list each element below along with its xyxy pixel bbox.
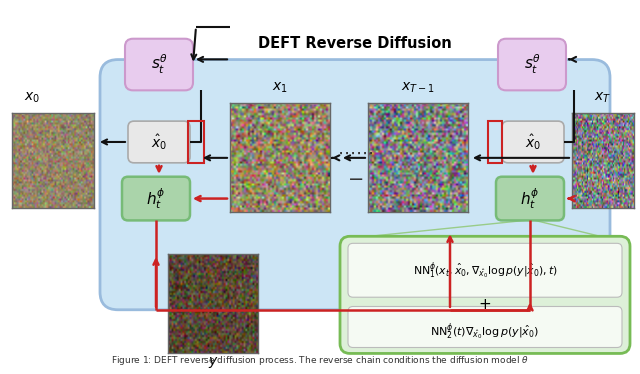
FancyBboxPatch shape: [348, 306, 622, 347]
Text: $\hat{x}_0$: $\hat{x}_0$: [151, 132, 167, 152]
FancyBboxPatch shape: [348, 243, 622, 297]
FancyBboxPatch shape: [496, 177, 564, 220]
FancyBboxPatch shape: [340, 236, 630, 353]
Text: $x_T$: $x_T$: [595, 91, 612, 105]
Text: $x_1$: $x_1$: [272, 81, 288, 95]
Text: DEFT Reverse Diffusion: DEFT Reverse Diffusion: [258, 36, 452, 51]
FancyBboxPatch shape: [502, 121, 564, 163]
Text: $+$: $+$: [479, 297, 492, 312]
FancyBboxPatch shape: [125, 39, 193, 91]
Text: $y$: $y$: [207, 355, 218, 370]
Text: $\mathrm{NN}_2^{\phi}(t)\nabla_{\hat{x}_0} \log p(y|\hat{x}_0)$: $\mathrm{NN}_2^{\phi}(t)\nabla_{\hat{x}_…: [430, 321, 540, 342]
Text: $s_t^{\theta}$: $s_t^{\theta}$: [524, 53, 541, 76]
Text: Figure 1: DEFT reverse diffusion process. The reverse chain conditions the diffu: Figure 1: DEFT reverse diffusion process…: [111, 354, 529, 367]
Text: $x_0$: $x_0$: [24, 91, 40, 105]
Text: $\mathrm{NN}_1^{\phi}(x_t, \hat{x}_0, \nabla_{\hat{x}_0} \log p(y|\hat{x}_0), t): $\mathrm{NN}_1^{\phi}(x_t, \hat{x}_0, \n…: [413, 260, 557, 280]
Text: $s_t^{\theta}$: $s_t^{\theta}$: [150, 53, 168, 76]
Bar: [188, 121, 204, 163]
Bar: [488, 121, 502, 163]
Text: $h_t^{\phi}$: $h_t^{\phi}$: [147, 186, 166, 211]
Text: $h_t^{\phi}$: $h_t^{\phi}$: [520, 186, 540, 211]
Text: $\hat{x}_0$: $\hat{x}_0$: [525, 132, 541, 152]
FancyBboxPatch shape: [498, 39, 566, 91]
FancyBboxPatch shape: [122, 177, 190, 220]
Text: $\cdots\cdots$: $\cdots\cdots$: [337, 144, 373, 162]
Text: $x_{T-1}$: $x_{T-1}$: [401, 81, 435, 95]
FancyBboxPatch shape: [128, 121, 190, 163]
FancyBboxPatch shape: [100, 59, 610, 310]
Text: $-$: $-$: [347, 168, 363, 187]
